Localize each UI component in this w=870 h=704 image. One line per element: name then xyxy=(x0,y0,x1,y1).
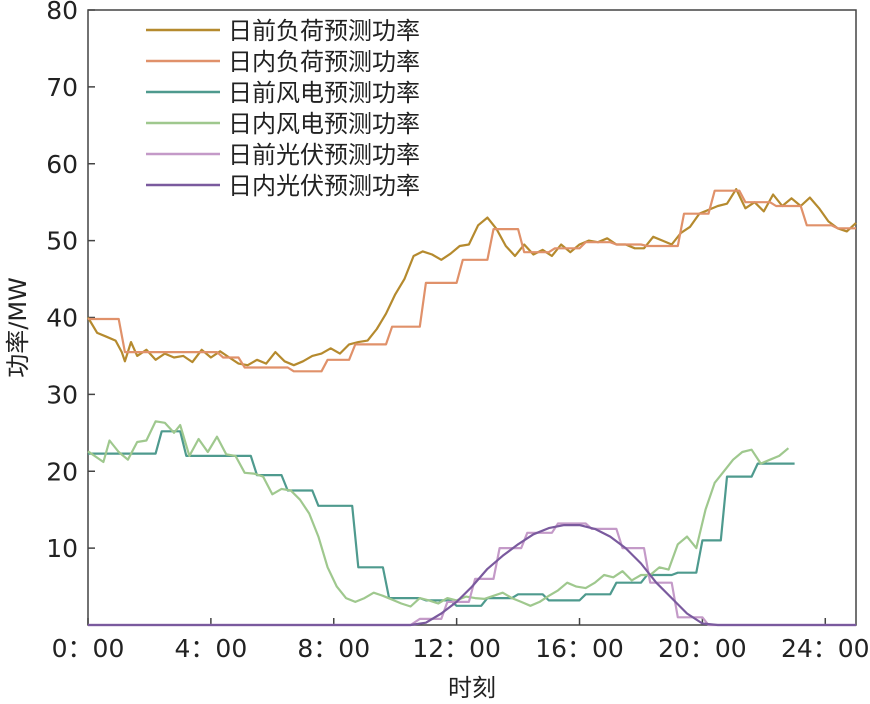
series-lines xyxy=(87,188,857,627)
series-line-3 xyxy=(88,430,795,607)
x-tick-label: 4：00 xyxy=(175,634,248,663)
series-line-6 xyxy=(88,524,856,627)
legend-label: 日内风电预测功率 xyxy=(228,110,420,138)
legend-label: 日内光伏预测功率 xyxy=(228,172,420,200)
y-tick-label: 20 xyxy=(46,457,78,486)
x-tick-label: 24：00 xyxy=(781,634,870,663)
legend-label: 日内负荷预测功率 xyxy=(228,48,420,76)
series-line-5 xyxy=(88,522,856,627)
legend-label: 日前风电预测功率 xyxy=(228,79,420,107)
plot-frame xyxy=(87,9,857,626)
series-line-4 xyxy=(87,420,790,608)
x-tick-label: 8：00 xyxy=(297,634,370,663)
x-tick-label: 16：00 xyxy=(535,634,624,663)
legend-label: 日前负荷预测功率 xyxy=(228,17,420,45)
axes: 10 20 30 40 50 60 70 80 0：00 4：00 8：00 12：00 16：00 20… xyxy=(46,0,869,663)
series-line-2 xyxy=(88,189,856,373)
y-tick-label: 10 xyxy=(46,534,78,563)
y-tick-label: 50 xyxy=(46,227,78,256)
y-tick-label: 30 xyxy=(46,380,78,409)
y-tick-label: 70 xyxy=(46,73,78,102)
y-tick-label: 80 xyxy=(46,0,78,25)
y-axis-title: 功率/MW xyxy=(4,277,32,378)
x-tick-label: 12：00 xyxy=(412,634,501,663)
x-axis-title: 时刻 xyxy=(448,674,496,702)
y-tick-label: 60 xyxy=(46,150,78,179)
x-tick-label: 0：00 xyxy=(52,634,125,663)
legend-label: 日前光伏预测功率 xyxy=(228,141,420,169)
y-tick-label: 40 xyxy=(46,304,78,333)
legend: 日前负荷预测功率日内负荷预测功率日前风电预测功率日内风电预测功率日前光伏预测功率… xyxy=(146,17,420,200)
x-tick-label: 20：00 xyxy=(658,634,747,663)
series-line-1 xyxy=(87,188,857,367)
